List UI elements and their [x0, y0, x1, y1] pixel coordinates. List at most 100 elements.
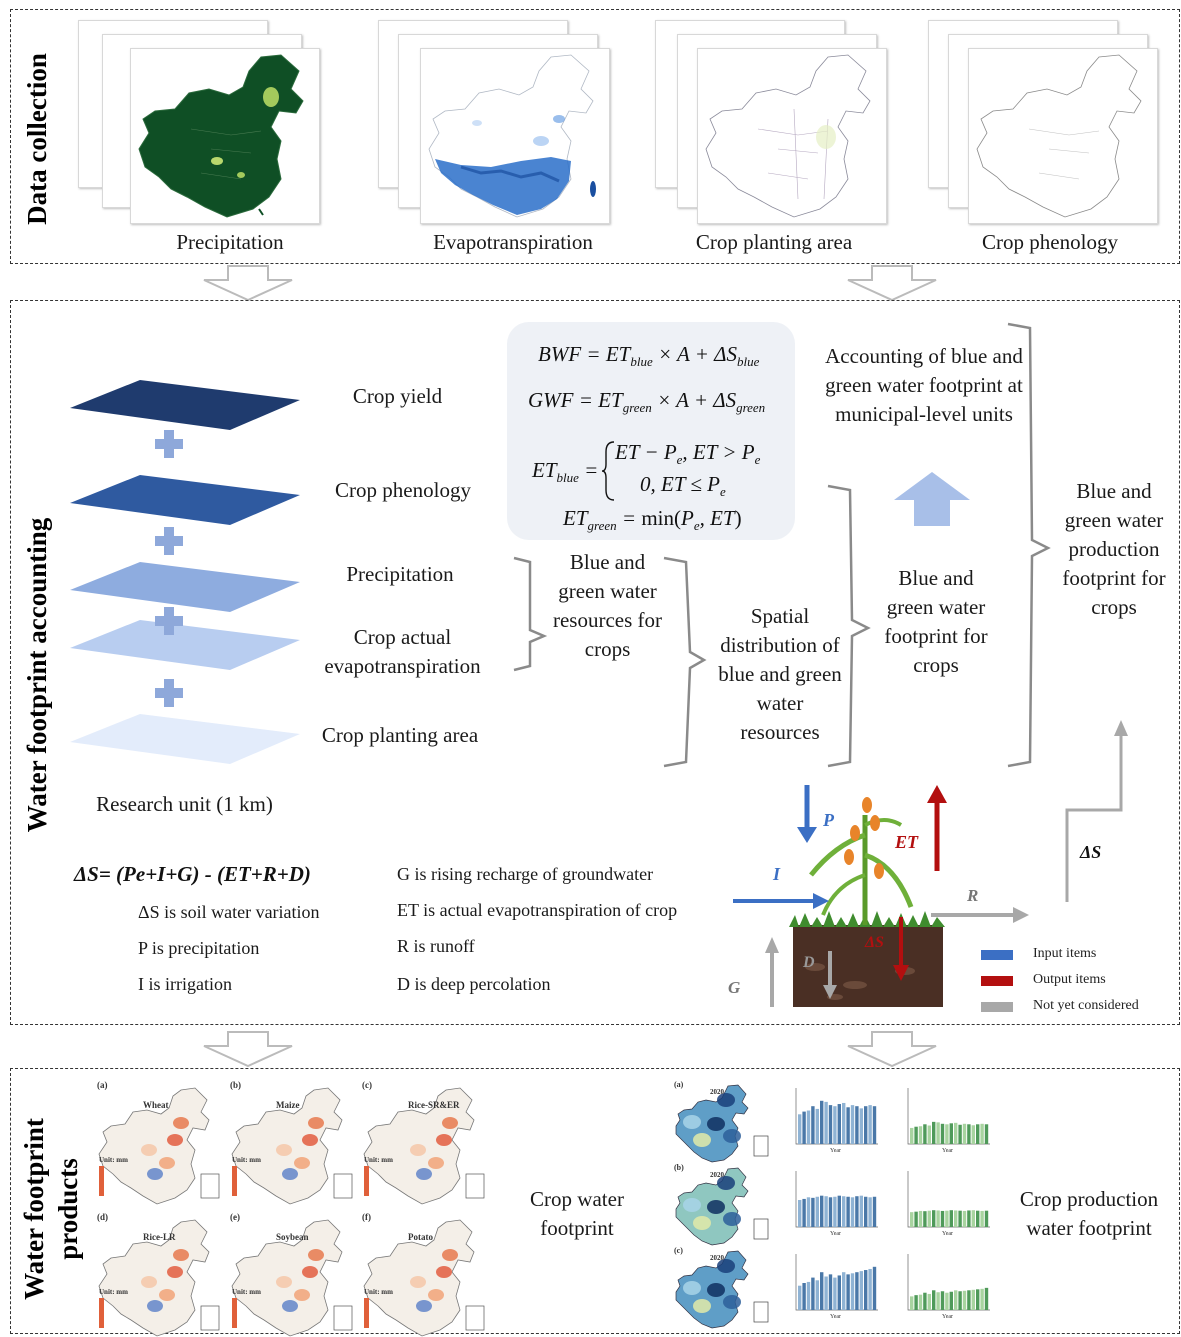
bar — [962, 1123, 967, 1144]
def-et: ET is actual evapotranspiration of crop — [397, 900, 678, 920]
data-source-label-planting-area: Crop planting area — [695, 230, 853, 254]
bar — [815, 1196, 819, 1227]
bar — [976, 1210, 980, 1227]
crop-wf-panel: (b) Maize Unit: mm — [228, 1080, 356, 1208]
bar — [846, 1196, 850, 1227]
panel-crop-name: Potato — [408, 1232, 433, 1242]
production-wf-bar-chart: Year — [898, 1248, 994, 1324]
bar — [914, 1295, 918, 1310]
crop-wf-map — [98, 1087, 220, 1205]
layer-crop-yield — [70, 380, 300, 430]
bar — [864, 1270, 868, 1310]
bar — [815, 1280, 819, 1310]
production-wf-map — [675, 1084, 769, 1163]
axis-label: Year — [830, 1231, 842, 1237]
plus-icon — [155, 430, 183, 458]
def-groundwater: G is rising recharge of groundwater — [397, 864, 654, 884]
bar — [837, 1275, 841, 1310]
layer-label-planting-area: Crop planting area — [321, 723, 479, 747]
layer-crop-et — [70, 620, 300, 670]
phenology-map — [968, 48, 1158, 224]
bar — [824, 1276, 828, 1310]
crop-wf-map — [363, 1087, 485, 1205]
bar-chart-svg — [907, 1171, 990, 1228]
formula-bwf: BWF = ETblue × A + ΔSblue — [538, 342, 760, 370]
production-wf-bar-chart: Year — [786, 1165, 882, 1241]
bar — [828, 1274, 833, 1310]
bar-chart-svg — [795, 1254, 878, 1311]
bar — [842, 1196, 846, 1227]
bar — [824, 1196, 828, 1227]
bar — [833, 1196, 837, 1227]
bar — [962, 1210, 967, 1227]
brace-icon — [602, 441, 615, 501]
panel-crop-name: Maize — [276, 1100, 300, 1110]
layer-stack — [70, 380, 300, 764]
bar — [872, 1196, 877, 1227]
bar — [806, 1281, 811, 1310]
products-title-line2: products — [53, 1158, 83, 1260]
legend-label-input: Input items — [1033, 946, 1097, 961]
bracket-lines — [513, 322, 1051, 768]
delta-s-arrow — [1065, 720, 1128, 902]
bar — [980, 1288, 984, 1310]
bar — [932, 1121, 936, 1144]
products-section — [10, 1068, 1180, 1334]
production-wf-map-panel: (b) 2020 — [672, 1163, 772, 1247]
bar — [984, 1287, 989, 1310]
bar — [932, 1210, 936, 1227]
wb-label-et: ET — [895, 832, 919, 852]
bar — [949, 1123, 953, 1144]
panel-tag: (d) — [97, 1212, 108, 1222]
bar-chart-svg — [907, 1254, 990, 1311]
panel-tag: (a) — [97, 1080, 108, 1090]
bar — [958, 1124, 962, 1144]
legend-swatch-input — [981, 950, 1013, 960]
bar — [962, 1290, 967, 1310]
bar — [864, 1196, 868, 1227]
bar — [811, 1277, 815, 1310]
et-map-image — [428, 54, 596, 218]
production-wf-bar-chart: Year — [898, 1082, 994, 1158]
bar — [846, 1107, 850, 1144]
bar — [828, 1197, 833, 1227]
production-wf-map-panel: (a) 2020 — [672, 1080, 772, 1164]
bar — [850, 1105, 855, 1144]
planting-map — [697, 48, 887, 224]
axis-label: Year — [830, 1148, 842, 1154]
bar — [910, 1127, 914, 1144]
bar — [914, 1126, 918, 1144]
def-runoff: R is runoff — [397, 936, 475, 956]
bar — [918, 1294, 923, 1310]
panel-unit: Unit: mm — [232, 1156, 261, 1164]
legend-swatch-output — [981, 976, 1013, 986]
legend-label-output: Output items — [1033, 972, 1106, 987]
bar — [868, 1197, 872, 1227]
crop-wf-panel: (a) Wheat Unit: mm — [95, 1080, 223, 1208]
bar — [954, 1210, 958, 1227]
accounting-section — [10, 300, 1180, 1025]
bar — [872, 1106, 877, 1144]
crop-wf-label: Crop water footprint — [530, 1187, 624, 1240]
down-arrow-icon — [847, 1031, 937, 1068]
bar — [833, 1277, 837, 1310]
bar — [910, 1212, 914, 1227]
layer-label-crop-phenology: Crop phenology — [335, 478, 471, 502]
bar — [820, 1100, 824, 1144]
bar — [846, 1274, 850, 1310]
bar — [976, 1289, 980, 1310]
bar — [984, 1210, 989, 1227]
panel-unit: Unit: mm — [99, 1156, 128, 1164]
panel-tag: (c) — [674, 1246, 683, 1255]
bar — [914, 1211, 918, 1227]
bar — [945, 1292, 949, 1310]
crop-wf-map — [231, 1219, 353, 1337]
data-source-label-evapotranspiration: Evapotranspiration — [433, 230, 593, 254]
bar — [971, 1125, 975, 1144]
bar — [842, 1102, 846, 1144]
panel-crop-name: Rice-LR — [143, 1232, 176, 1242]
bar — [837, 1104, 841, 1144]
bar — [850, 1273, 855, 1310]
panel-tag: (b) — [674, 1163, 684, 1172]
footprint-label: Blue and green water footprint for crops — [884, 566, 988, 677]
